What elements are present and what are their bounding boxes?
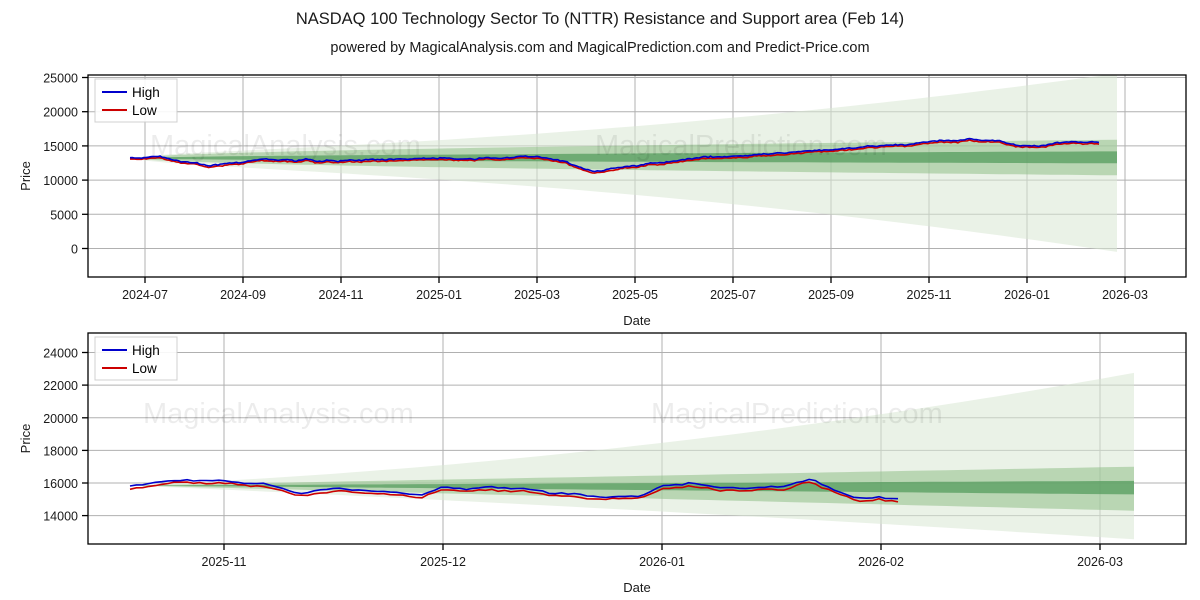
svg-text:20000: 20000	[43, 412, 78, 426]
svg-text:Low: Low	[132, 361, 157, 376]
svg-text:2025-11: 2025-11	[202, 555, 247, 569]
svg-text:2026-02: 2026-02	[858, 555, 904, 569]
svg-text:14000: 14000	[43, 510, 78, 524]
svg-text:18000: 18000	[43, 444, 78, 458]
svg-text:High: High	[132, 343, 160, 358]
svg-text:Date: Date	[623, 580, 650, 595]
svg-text:Price: Price	[18, 424, 33, 454]
svg-text:16000: 16000	[43, 477, 78, 491]
svg-text:MagicalAnalysis.com: MagicalAnalysis.com	[143, 398, 414, 430]
svg-text:MagicalPrediction.com: MagicalPrediction.com	[651, 398, 943, 430]
svg-text:2026-01: 2026-01	[639, 555, 685, 569]
svg-text:22000: 22000	[43, 379, 78, 393]
svg-text:2025-12: 2025-12	[420, 555, 466, 569]
svg-text:2026-03: 2026-03	[1077, 555, 1123, 569]
svg-text:24000: 24000	[43, 347, 78, 361]
